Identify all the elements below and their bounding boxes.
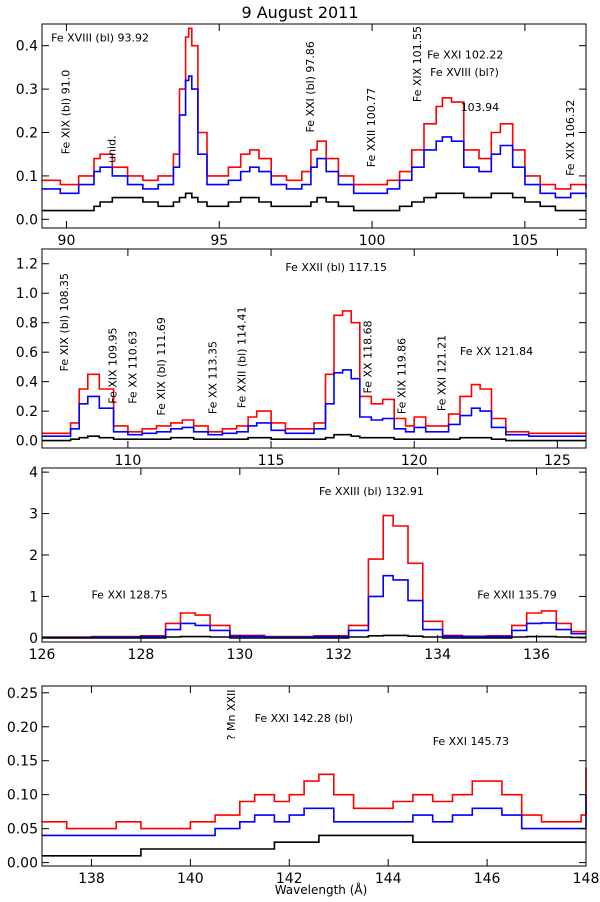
line-annotation: Fe XX 118.68 <box>361 320 374 393</box>
panel-1: 90 95 100 105 0.0 0.1 0.2 0.3 0.4 Fe XVIII (bl) 9… <box>16 23 587 249</box>
x-tick-label: 126 <box>29 647 56 663</box>
panels-group: 90 95 100 105 0.0 0.1 0.2 0.3 0.4 Fe XVIII (bl) 9… <box>7 23 600 887</box>
x-tick-label: 138 <box>78 871 105 887</box>
panel-4: 138 140 142 144 146 148 0.00 0.05 0.10 0.15 0.20 0.… <box>7 685 600 887</box>
panel-2-series-red <box>42 310 586 435</box>
y-tick-label: 0.10 <box>7 788 38 804</box>
y-tick-label: 4 <box>29 465 38 481</box>
line-annotation: Fe XXI 142.28 (bl) <box>255 712 353 725</box>
y-tick-label: 0.0 <box>16 434 38 450</box>
x-tick-label: 105 <box>512 233 539 249</box>
x-tick-label: 142 <box>276 871 303 887</box>
line-annotation: Fe XXII 135.79 <box>477 589 557 602</box>
y-tick-label: 0.0 <box>16 212 38 228</box>
y-tick-label: 0.15 <box>7 754 38 770</box>
y-tick-label: 0.4 <box>16 375 38 391</box>
line-annotation: Fe XIX 101.55 <box>411 26 424 102</box>
x-tick-label: 136 <box>523 647 550 663</box>
x-tick-label: 115 <box>258 453 285 469</box>
x-tick-label: 148 <box>573 871 600 887</box>
line-annotation: Fe XXI (bl) 97.86 <box>304 41 317 132</box>
x-tick-label: 146 <box>474 871 501 887</box>
line-annotation: ? Mn XXII <box>225 689 238 740</box>
y-tick-label: 0.25 <box>7 686 38 702</box>
x-tick-label: 130 <box>226 647 253 663</box>
line-annotation: Fe XIX 106.32 <box>564 100 577 176</box>
x-tick-label: 144 <box>375 871 402 887</box>
line-annotation: Fe XIX (bl) 108.35 <box>58 273 71 371</box>
y-tick-label: 1 <box>29 589 38 605</box>
panel-3-series-red <box>42 514 586 638</box>
y-tick-label: 0.3 <box>16 82 38 98</box>
panel-2-frame <box>41 248 587 449</box>
x-tick-label: 120 <box>401 453 428 469</box>
x-tick-label: 110 <box>115 453 142 469</box>
line-annotation: Fe XIX 119.86 <box>396 338 409 414</box>
line-annotation: Fe XXIII (bl) 132.91 <box>319 485 424 498</box>
line-annotation: Fe XVIII (bl?) <box>430 66 499 79</box>
panel-4-series-red <box>42 767 587 830</box>
panel-2: 110 115 120 125 0.0 0.2 0.4 0.6 0.8 1.0 1.2 Fe XXII… <box>16 248 587 469</box>
x-tick-label: 132 <box>325 647 352 663</box>
panel-1-series-blue <box>42 75 587 199</box>
x-tick-label: 134 <box>424 647 451 663</box>
y-tick-label: 0.4 <box>16 39 38 55</box>
panel-1-series-black <box>42 192 586 212</box>
x-tick-label: 140 <box>177 871 204 887</box>
panel-4-series-black <box>42 834 586 857</box>
y-tick-label: 0.2 <box>16 404 38 420</box>
line-annotation: Fe XIX (bl) 111.69 <box>155 317 168 415</box>
panel-2-series-black <box>42 433 586 442</box>
figure-title: 9 August 2011 <box>241 3 358 22</box>
panel-3: 126 128 130 132 134 136 0 1 2 3 4 Fe XXIII (bl) 132… <box>29 465 587 663</box>
panel-3-series-blue <box>42 574 586 639</box>
x-axis-label: Wavelength (Å) <box>275 882 368 897</box>
line-annotation: Fe XVIII (bl) 93.92 <box>51 31 149 44</box>
line-annotation: Fe XIX 109.95 <box>106 327 119 403</box>
y-tick-label: 0.05 <box>7 822 38 838</box>
panel-2-series-blue <box>42 369 586 437</box>
x-tick-label: 128 <box>128 647 155 663</box>
line-annotation: Fe XXI 128.75 <box>91 589 167 602</box>
panel-4-series-blue <box>42 794 587 837</box>
panel-3-series-black <box>42 634 586 639</box>
line-annotation: Fe XXII 100.77 <box>365 88 378 168</box>
y-tick-label: 0.2 <box>16 126 38 142</box>
y-tick-label: 2 <box>29 548 38 564</box>
line-annotation: Fe XX 121.84 <box>460 345 533 358</box>
line-annotation: Fe XXI 102.22 <box>427 49 503 62</box>
panel-4-frame <box>41 685 587 867</box>
line-annotation: unid. <box>105 135 118 162</box>
line-annotation: Fe XXI 145.73 <box>433 735 509 748</box>
line-annotation: Fe XX 110.63 <box>126 331 139 404</box>
y-tick-label: 1.2 <box>16 257 38 273</box>
y-tick-label: 0.6 <box>16 345 38 361</box>
line-annotation: Fe XXII (bl) 117.15 <box>285 261 387 274</box>
line-annotation: 103.94 <box>461 101 500 114</box>
y-tick-label: 0 <box>29 631 38 647</box>
line-annotation: Fe XXI 121.21 <box>436 335 449 411</box>
line-annotation: Fe XIX (bl) 91.0 <box>60 70 73 154</box>
x-tick-label: 95 <box>210 233 228 249</box>
line-annotation: Fe XXII (bl) 114.41 <box>235 307 248 409</box>
panel-3-frame <box>41 467 587 643</box>
line-annotation: Fe XX 113.35 <box>207 341 220 414</box>
y-tick-label: 0.1 <box>16 169 38 185</box>
y-tick-label: 0.20 <box>7 720 38 736</box>
x-tick-label: 90 <box>58 233 76 249</box>
panel-1-frame <box>41 23 587 229</box>
y-tick-label: 3 <box>29 507 38 523</box>
y-tick-label: 0.8 <box>16 316 38 332</box>
x-tick-label: 125 <box>544 453 571 469</box>
y-tick-label: 1.0 <box>16 286 38 302</box>
x-tick-label: 100 <box>359 233 386 249</box>
y-tick-label: 0.00 <box>7 856 38 872</box>
